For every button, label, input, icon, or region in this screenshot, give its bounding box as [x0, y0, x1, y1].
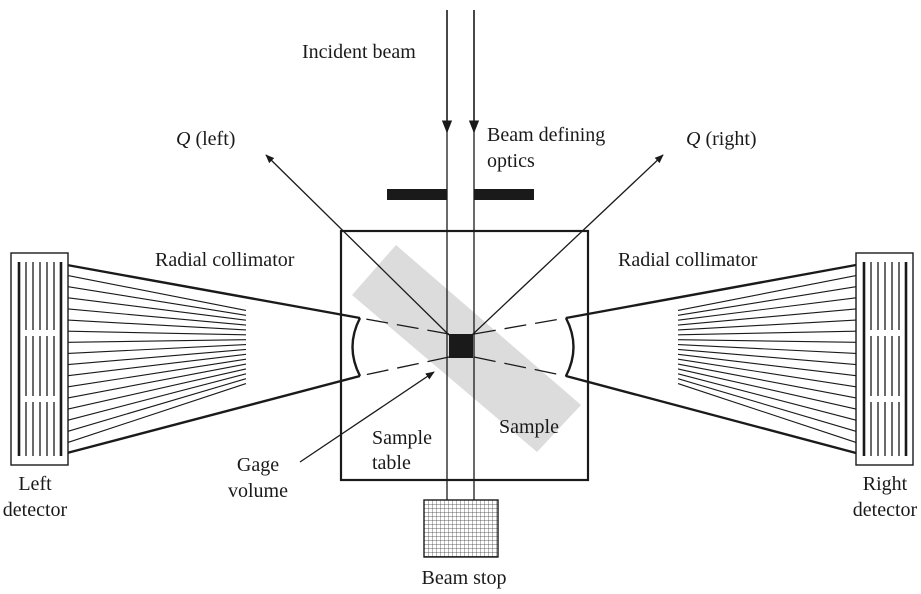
collimator-blade	[677, 286, 857, 316]
beam-defining-optics-label: Beam defining	[487, 124, 605, 146]
q-right-arrow	[471, 154, 664, 336]
radial-collimator-right-label: Radial collimator	[618, 249, 758, 271]
collimator-blade	[67, 363, 247, 399]
left-detector	[10, 252, 69, 466]
collimator-blade	[67, 368, 247, 410]
collimator-blade	[67, 297, 247, 321]
collimator-blade	[67, 286, 247, 316]
beam-stop	[423, 499, 499, 558]
collimator-blade	[677, 353, 857, 377]
collimator-blade	[677, 378, 857, 432]
collimator-blade	[67, 339, 247, 343]
right-detector-label: Right	[863, 473, 908, 495]
collimator-blade	[677, 348, 857, 366]
left-detector-label-2: detector	[3, 499, 68, 521]
radial-collimator-left-label: Radial collimator	[155, 249, 295, 271]
sample-label: Sample	[499, 416, 559, 438]
sample-table-label-2: table	[372, 452, 411, 474]
collimator-blade	[677, 339, 857, 343]
collimator-blade	[677, 383, 857, 443]
collimator-blade	[67, 378, 247, 432]
collimator-blade	[67, 358, 247, 388]
collimator-blade	[67, 344, 247, 354]
gage-volume-label: Gage	[237, 454, 279, 476]
collimator-blade	[67, 348, 247, 366]
gage-volume-label-2: volume	[228, 480, 288, 502]
collimator-blade	[67, 353, 247, 377]
beam-slit-right	[474, 189, 534, 200]
collimator-blade	[677, 275, 857, 311]
sample-table-label: Sample	[372, 427, 432, 449]
beam-stop-label: Beam stop	[422, 567, 507, 589]
collimator-blade	[677, 358, 857, 388]
beam-slit-left	[387, 189, 447, 200]
incident-beam-label: Incident beam	[302, 41, 416, 63]
collimator-blade	[67, 308, 247, 326]
q-left-arrow	[265, 154, 450, 336]
gage-volume	[449, 334, 473, 358]
collimator-blade	[67, 373, 247, 421]
gage-volume-pointer	[299, 371, 435, 463]
collimator-blade	[677, 297, 857, 321]
collimator-blade	[67, 330, 247, 336]
q-left-label: Q (left)	[176, 128, 235, 150]
collimator-blade	[67, 275, 247, 311]
collimator-blade	[677, 344, 857, 354]
right-radial-collimator	[564, 263, 857, 455]
collimator-blade	[677, 319, 857, 331]
left-radial-collimator	[66, 263, 362, 455]
collimator-blade	[677, 368, 857, 410]
sample-table	[339, 229, 590, 482]
collimator-blade	[67, 319, 247, 331]
collimator-blade	[677, 373, 857, 421]
collimator-blade	[677, 363, 857, 399]
right-detector	[855, 252, 914, 466]
diffracted-paths	[359, 317, 567, 377]
q-right-label: Q (right)	[686, 128, 757, 150]
beam-defining-optics-label-2: optics	[487, 150, 535, 172]
left-detector-label: Left	[18, 473, 52, 495]
incident-beam	[441, 10, 480, 500]
collimator-blade	[677, 330, 857, 336]
right-detector-label-2: detector	[853, 499, 918, 521]
collimator-blade	[67, 383, 247, 443]
collimator-blade	[677, 308, 857, 326]
